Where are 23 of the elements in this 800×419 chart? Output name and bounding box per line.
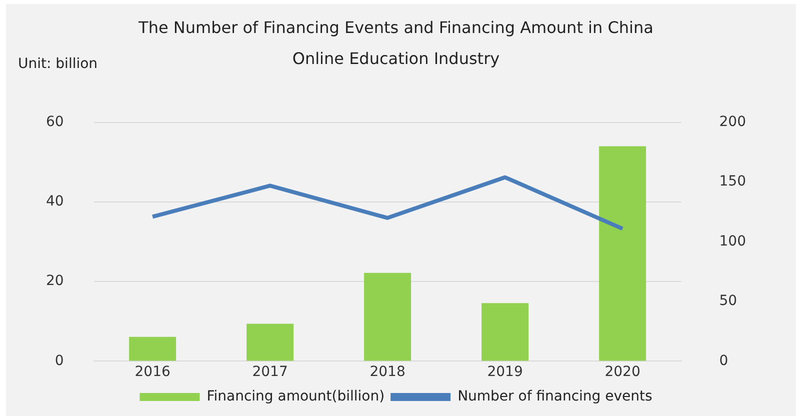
y-tick-label: 20 — [46, 273, 64, 290]
y-tick-label: 40 — [46, 194, 64, 210]
x-tick-label: 2019 — [487, 364, 523, 380]
chart-title: The Number of Financing Events and Financing Amount in China Online Education Industry — [138, 17, 654, 70]
legend-label: Number of financing events — [458, 388, 652, 405]
x-tick-label: 2016 — [134, 364, 170, 380]
y-tick-label: 60 — [46, 114, 64, 130]
y2-tick-label: 100 — [719, 233, 746, 250]
text: Unit: billion — [18, 56, 98, 72]
legend-label: Financing amount(billion) — [206, 388, 385, 405]
y2-tick-label: 50 — [719, 293, 738, 310]
bar — [129, 336, 176, 361]
bar — [364, 272, 412, 361]
bar — [246, 324, 294, 361]
x-tick-label: 2018 — [370, 364, 406, 380]
bar — [599, 146, 646, 361]
x-tick-label: 2017 — [252, 364, 288, 380]
y2-tick-label: 0 — [719, 352, 728, 369]
y2-tick-label: 200 — [719, 114, 746, 130]
y2-tick-label: 150 — [719, 174, 746, 190]
x-tick-label: 2020 — [604, 364, 640, 380]
bar — [482, 303, 529, 361]
y-tick-label: 0 — [54, 352, 64, 369]
